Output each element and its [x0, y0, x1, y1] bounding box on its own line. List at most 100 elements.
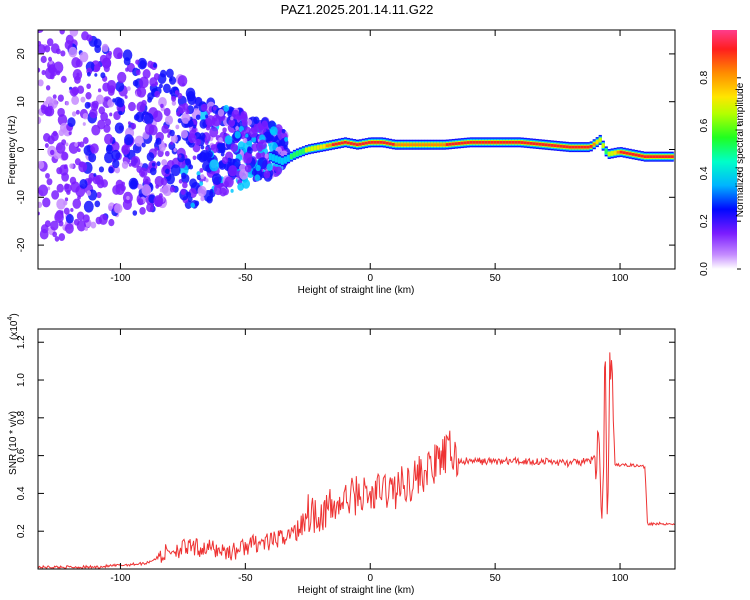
y-scale-multiplier: (x104): [7, 313, 20, 340]
noise-blob: [212, 106, 217, 111]
ridge-cell: [655, 155, 659, 159]
noise-blob: [98, 166, 105, 173]
ridge-cell: [388, 142, 393, 146]
noise-blob: [36, 22, 40, 27]
noise-blob: [205, 140, 209, 145]
ridge-cell: [634, 153, 638, 157]
noise-blob: [48, 56, 53, 62]
colorbar-label: Normalized spectral amplitude: [735, 82, 746, 217]
noise-blob: [90, 143, 99, 154]
noise-blob: [241, 119, 248, 127]
noise-blob: [115, 81, 125, 92]
noise-blob: [181, 172, 187, 180]
noise-blob: [137, 198, 144, 206]
noise-blob: [79, 141, 85, 148]
noise-blob: [124, 134, 134, 146]
ridge-cell: [652, 155, 656, 159]
noise-blob: [112, 159, 120, 169]
ridge-cell: [478, 140, 482, 144]
ridge-cell: [508, 140, 512, 144]
noise-blob: [51, 190, 60, 200]
noise-blob: [55, 142, 66, 154]
ridge-cell: [568, 145, 572, 149]
ridge-cell: [394, 143, 399, 147]
y-tick-label: 0: [16, 146, 27, 152]
noise-blob: [82, 137, 89, 144]
noise-blob: [76, 220, 87, 232]
noise-blob: [100, 111, 109, 122]
noise-blob: [192, 155, 197, 160]
noise-blob: [69, 163, 74, 169]
noise-blob: [196, 171, 201, 177]
noise-blob: [159, 83, 163, 89]
ridge-cell: [307, 147, 312, 151]
ridge-cell: [475, 140, 479, 144]
noise-blob: [41, 69, 46, 76]
noise-blob: [209, 159, 220, 172]
ridge-cell: [538, 142, 542, 146]
noise-blob: [180, 188, 186, 195]
ridge-cell: [664, 155, 668, 159]
noise-blob: [142, 176, 151, 186]
noise-blob: [177, 75, 188, 87]
noise-blob: [84, 226, 89, 231]
ridge-cell: [610, 152, 614, 155]
noise-blob: [147, 60, 154, 68]
ridge-cell: [631, 152, 635, 156]
noise-blob: [79, 161, 85, 168]
ridge-cell: [619, 150, 623, 154]
noise-blob: [156, 161, 161, 167]
x-tick-label: 0: [367, 573, 373, 584]
x-tick-label: -100: [110, 573, 130, 584]
noise-blob: [77, 148, 81, 153]
noise-blob: [251, 169, 258, 176]
noise-blob: [237, 141, 245, 150]
ridge-cell: [268, 155, 273, 159]
noise-blob: [47, 65, 52, 71]
noise-blob: [154, 146, 159, 152]
noise-blob: [186, 191, 192, 198]
noise-blob: [103, 124, 111, 133]
noise-blob: [69, 30, 79, 37]
noise-blob: [170, 164, 181, 177]
bottom-y-axis-label: SNR (10 * v/v): [8, 411, 19, 475]
ridge-cell: [466, 141, 470, 144]
ridge-cell: [325, 144, 330, 148]
noise-blob: [254, 174, 261, 182]
y-tick-label: 1.2: [16, 335, 27, 349]
noise-blob: [68, 46, 78, 58]
noise-blob: [38, 184, 49, 197]
noise-blob: [182, 181, 188, 189]
x-tick-label: 50: [490, 573, 502, 584]
ridge-cell: [604, 150, 608, 153]
ridge-cell: [496, 140, 500, 144]
x-tick-label: -50: [238, 273, 253, 284]
noise-blob: [139, 207, 146, 215]
noise-blob: [190, 202, 195, 208]
noise-blob: [223, 104, 230, 112]
ridge-cell: [439, 143, 443, 147]
ridge-cell: [409, 143, 414, 147]
ridge-cell: [289, 155, 294, 158]
ridge-cell: [505, 140, 509, 144]
ridge-cell: [550, 143, 554, 147]
ridge-cell: [382, 141, 387, 145]
bottom-x-axis-label: Height of straight line (km): [298, 585, 415, 596]
y-tick-label: 0.2: [16, 524, 27, 538]
noise-blob: [248, 140, 253, 145]
noise-blob: [70, 181, 80, 193]
ridge-cell: [646, 155, 650, 159]
noise-blob: [82, 112, 89, 120]
noise-blob: [228, 118, 236, 127]
snr-plot-area: [38, 352, 675, 569]
noise-blob: [79, 51, 89, 63]
noise-blob: [94, 73, 98, 77]
noise-blob: [94, 44, 102, 54]
noise-blob: [46, 178, 53, 186]
noise-blob: [218, 137, 223, 143]
chart-title: PAZ1.2025.201.14.11.G22: [280, 2, 434, 17]
ridge-cell: [349, 142, 354, 145]
ridge-cell: [490, 140, 494, 144]
ridge-cell: [481, 140, 485, 144]
noise-blob: [95, 94, 105, 105]
